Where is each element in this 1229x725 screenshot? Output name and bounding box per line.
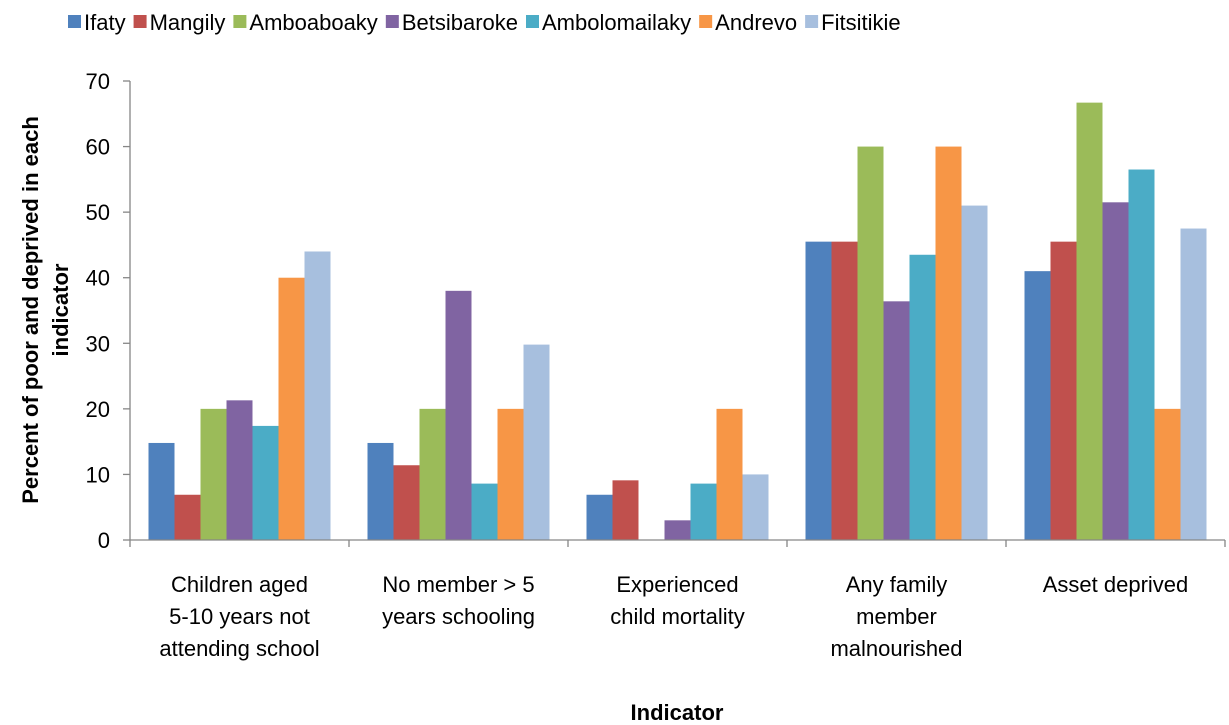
bar [200, 408, 227, 540]
legend-swatch [133, 15, 147, 28]
bar [1154, 408, 1181, 540]
bar [690, 483, 717, 540]
bar [304, 251, 331, 540]
x-tick-label: No member > 5 years schooling [382, 572, 535, 629]
legend-label: Ambolomailaky [542, 10, 691, 35]
y-axis-title: Percent of poor and deprived in each indi… [18, 116, 73, 504]
legend-swatch [526, 15, 539, 28]
bar [497, 408, 524, 540]
bar [1180, 228, 1207, 541]
bar [1024, 271, 1051, 540]
legend-swatch [805, 15, 819, 28]
legend-label: Mangily [150, 10, 226, 35]
legend-label: Andrevo [715, 10, 797, 35]
bar [252, 425, 279, 540]
legend-swatch [233, 15, 247, 28]
x-tick-label: Children aged 5-10 years not attending sch… [159, 572, 319, 661]
legend-label: Amboaboaky [249, 10, 377, 35]
y-tick-label: 40 [86, 266, 110, 291]
y-tick-label: 0 [98, 528, 110, 553]
bar [471, 483, 498, 540]
legend-swatch [385, 15, 399, 28]
x-tick-label: Experienced child mortality [610, 572, 744, 629]
bar [716, 408, 743, 540]
bar [857, 146, 884, 541]
bar [393, 465, 420, 540]
bar [742, 474, 769, 540]
bar [612, 480, 639, 540]
legend-label: Betsibaroke [402, 10, 518, 35]
bar [174, 494, 201, 540]
x-tick-label: Any family member malnourished [830, 572, 962, 661]
y-tick-label: 70 [86, 69, 110, 94]
bar [367, 442, 394, 540]
bar [909, 254, 936, 540]
bar [523, 344, 550, 540]
legend-label: Fitsitikie [821, 10, 900, 35]
bar [226, 400, 253, 540]
bar [1102, 202, 1129, 541]
legend-swatch [699, 15, 713, 28]
bar [831, 241, 858, 540]
x-tick-label: Asset deprived [1043, 572, 1189, 597]
y-tick-label: 20 [86, 397, 110, 422]
bar [883, 301, 910, 540]
bar [148, 442, 175, 540]
bar [278, 277, 305, 540]
bar [419, 408, 446, 540]
bar [1076, 102, 1103, 540]
bar [664, 520, 691, 540]
y-tick-label: 10 [86, 462, 110, 487]
bar [935, 146, 962, 541]
x-axis-title: Indicator [631, 700, 724, 725]
y-tick-label: 30 [86, 331, 110, 356]
bar [586, 494, 613, 540]
bar [1050, 241, 1077, 540]
bar [1128, 169, 1155, 540]
bar [961, 205, 988, 541]
legend-swatch [68, 15, 81, 28]
y-tick-label: 60 [86, 135, 110, 160]
bar [445, 290, 472, 540]
legend-label: Ifaty [84, 10, 126, 35]
y-tick-label: 50 [86, 200, 110, 225]
bar [805, 241, 832, 540]
